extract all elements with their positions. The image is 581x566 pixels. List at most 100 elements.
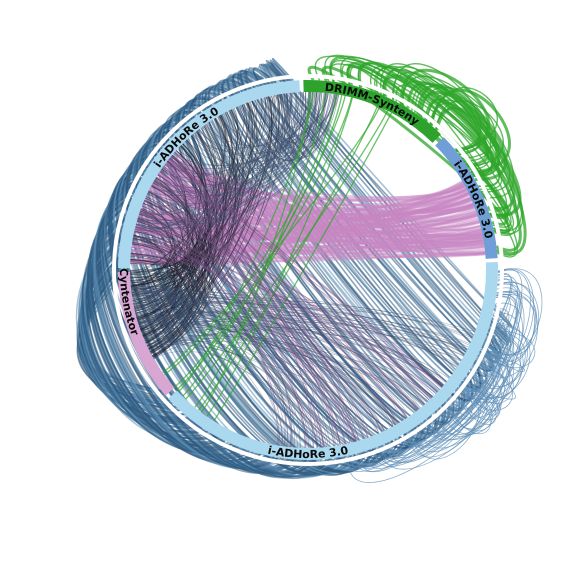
inner-link: [137, 319, 280, 446]
inner-link: [130, 102, 250, 272]
inner-link: [138, 93, 289, 222]
ring-segment: [118, 271, 175, 396]
inner-link: [142, 102, 254, 337]
inner-link: [145, 335, 433, 398]
inner-link: [162, 167, 341, 446]
inner-link: [130, 286, 420, 410]
inner-link: [133, 300, 464, 357]
inner-link: [132, 296, 438, 393]
inner-link: [134, 302, 467, 352]
inner-link: [167, 94, 338, 185]
inner-link: [159, 171, 370, 438]
outer-link: [108, 161, 331, 479]
inner-link: [157, 173, 473, 217]
inner-link: [130, 212, 478, 264]
inner-link: [143, 317, 458, 368]
inner-link: [157, 92, 317, 197]
inner-link: [134, 227, 485, 249]
inner-link: [168, 159, 444, 386]
inner-link: [133, 232, 346, 445]
inner-link: [144, 315, 465, 355]
inner-link: [162, 167, 366, 439]
inner-link: [132, 242, 360, 441]
inner-link: [131, 246, 438, 393]
inner-link: [151, 184, 357, 442]
inner-link: [265, 92, 321, 155]
inner-link: [155, 92, 319, 196]
inner-link: [144, 198, 474, 228]
inner-link: [153, 351, 307, 448]
inner-link: [135, 224, 437, 395]
inner-link: [133, 302, 357, 442]
inner-link: [133, 235, 419, 411]
inner-link: [148, 190, 407, 419]
inner-link: [140, 208, 430, 401]
inner-link: [139, 322, 396, 426]
outer-link: [142, 129, 384, 468]
inner-link: [220, 92, 317, 153]
inner-link: [133, 303, 368, 438]
inner-link: [130, 197, 184, 275]
inner-link: [131, 293, 416, 413]
inner-link: [135, 309, 446, 383]
inner-link: [149, 322, 467, 353]
inner-link: [154, 179, 408, 418]
outer-link: [420, 86, 497, 160]
inner-link: [133, 235, 356, 442]
inner-link: [149, 337, 397, 425]
inner-link: [131, 292, 443, 387]
outer-link: [244, 71, 491, 372]
inner-link: [169, 157, 425, 405]
outer-link: [480, 330, 536, 369]
inner-link: [198, 92, 291, 156]
inner-link: [140, 322, 378, 434]
inner-link: [138, 310, 468, 350]
inner-link: [139, 323, 398, 425]
inner-link: [169, 157, 360, 441]
inner-link: [130, 287, 385, 431]
outer-link: [367, 319, 505, 469]
inner-link: [130, 254, 195, 347]
inner-link: [135, 309, 445, 385]
inner-link: [140, 145, 197, 331]
inner-link: [137, 315, 444, 386]
inner-link: [142, 202, 418, 411]
inner-link-bundle: [129, 91, 486, 449]
outer-link: [423, 98, 522, 252]
inner-link: [158, 171, 465, 212]
inner-link: [134, 229, 324, 448]
inner-link: [138, 320, 283, 447]
inner-link: [137, 317, 301, 448]
inner-link: [131, 290, 459, 366]
inner-link: [163, 165, 442, 389]
inner-link: [139, 322, 383, 432]
outer-link: [240, 72, 488, 378]
inner-link: [159, 170, 468, 202]
outer-link: [175, 104, 427, 447]
inner-link: [131, 292, 467, 351]
inner-link: [130, 191, 469, 261]
inner-link: [138, 124, 232, 326]
inner-link: [131, 244, 325, 448]
outer-link: [435, 108, 524, 235]
inner-link: [131, 288, 287, 447]
inner-link: [253, 93, 286, 149]
inner-link: [167, 159, 478, 224]
inner-link: [132, 300, 329, 447]
outer-link: [348, 388, 473, 483]
ring-segment: [118, 80, 300, 269]
inner-link: [150, 340, 408, 418]
inner-link: [166, 160, 483, 238]
inner-link: [133, 234, 177, 344]
inner-link: [133, 235, 385, 431]
inner-link: [133, 296, 472, 340]
inner-link: [147, 340, 385, 432]
inner-link: [185, 110, 389, 400]
outer-link: [376, 65, 488, 166]
inner-link: [151, 92, 300, 198]
inner-link: [131, 291, 470, 346]
inner-link: [130, 287, 447, 383]
inner-link: [131, 249, 319, 448]
inner-link: [131, 294, 295, 448]
inner-link: [141, 328, 318, 448]
